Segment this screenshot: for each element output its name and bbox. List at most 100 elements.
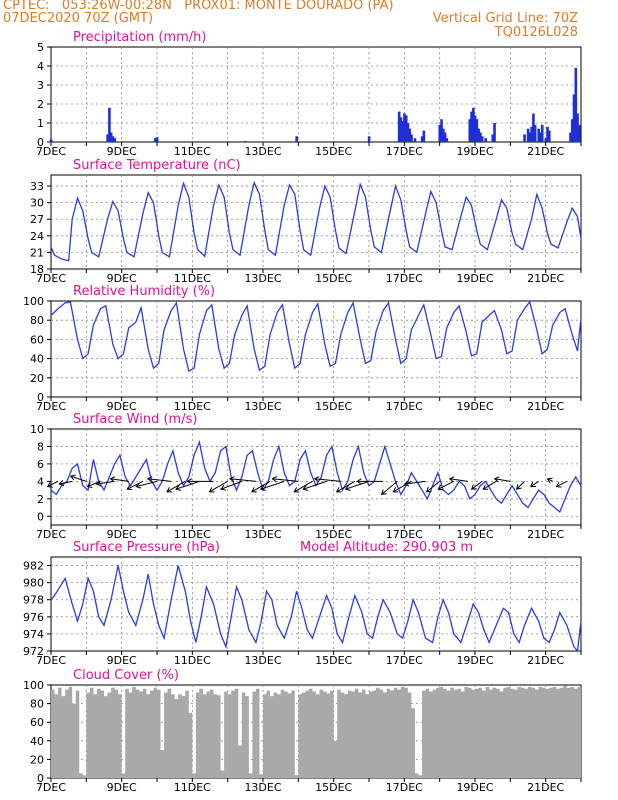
precip-bar (477, 128, 480, 142)
wind-vector-head (69, 474, 76, 481)
y-tick-label: 33 (30, 180, 44, 193)
x-tick-label: 19DEC (456, 781, 493, 794)
wind-vector (530, 480, 539, 487)
wind-vector (209, 480, 228, 493)
precip-bar (442, 128, 445, 142)
wind-vector-head (425, 486, 432, 493)
wind-vector-head (186, 478, 193, 485)
precip-bar (438, 124, 442, 142)
x-tick-label: 9DEC (107, 654, 137, 667)
wind-vector (175, 480, 200, 490)
wind-vector (251, 480, 271, 493)
panel-4 (46, 428, 582, 529)
precip-bar (422, 130, 426, 142)
panel-title: Surface Temperature (nC) (73, 158, 241, 173)
y-tick-label: 6 (37, 458, 44, 471)
precip-bar (440, 119, 443, 142)
x-tick-label: 13DEC (244, 528, 281, 541)
y-tick-label: 0 (37, 510, 44, 523)
wind-vector-head (126, 484, 133, 491)
precip-bar (420, 136, 424, 142)
wind-vector-head (302, 484, 309, 491)
panel-1 (47, 46, 582, 146)
precip-bar (544, 138, 548, 142)
y-tick-label: 0 (37, 391, 44, 404)
precip-bar (574, 67, 578, 142)
header-station: CPTEC: 053:26W-00:28N PROX01: MONTE DOUR… (3, 0, 394, 13)
series-line (50, 439, 582, 513)
precip-bar (532, 113, 535, 142)
x-tick-label: 21DEC (527, 781, 564, 794)
precip-bar (472, 107, 475, 142)
wind-vector (556, 480, 568, 488)
x-tick-label: 21DEC (527, 145, 564, 158)
precip-bar (491, 134, 495, 142)
y-tick-label: 80 (30, 314, 44, 327)
wind-vector (220, 480, 242, 490)
precip-bar (367, 136, 371, 142)
wind-vector-head (493, 476, 500, 483)
precip-bar (572, 94, 576, 142)
panel-title: Cloud Cover (%) (73, 668, 179, 683)
wind-vector (449, 478, 469, 482)
wind-vector-head (259, 484, 266, 491)
x-tick-label: 11DEC (174, 145, 211, 158)
wind-vector (229, 478, 256, 482)
x-tick-label: 21DEC (527, 654, 564, 667)
header-model-id: TQ0126L028 (494, 25, 578, 40)
precip-bar (399, 117, 403, 142)
panel-2 (47, 174, 582, 273)
y-tick-label: 40 (30, 353, 44, 366)
wind-vector (471, 480, 483, 490)
panel-title: Relative Humidity (%) (73, 284, 215, 299)
wind-vector-head (482, 484, 489, 490)
x-tick-label: 11DEC (174, 654, 211, 667)
precip-bar (528, 132, 532, 142)
wind-vector (426, 480, 440, 493)
wind-vector-head (380, 489, 387, 495)
x-tick-label: 17DEC (386, 654, 423, 667)
precip-bar (537, 128, 540, 142)
y-tick-label: 2 (37, 98, 44, 111)
panel-6 (47, 684, 582, 782)
plot-frame (50, 428, 582, 526)
wind-vector (437, 480, 455, 490)
wind-vector (96, 480, 115, 485)
wind-vector-head (293, 487, 300, 493)
wind-vector (482, 480, 497, 490)
x-tick-label: 13DEC (244, 654, 281, 667)
y-tick-label: 24 (30, 230, 44, 243)
y-tick-label: 40 (30, 735, 44, 748)
x-tick-label: 11DEC (174, 272, 211, 285)
x-tick-label: 11DEC (174, 400, 211, 413)
y-tick-label: 982 (23, 560, 44, 573)
wind-vector-head (516, 484, 522, 490)
y-tick-label: 980 (23, 577, 44, 590)
y-tick-label: 2 (37, 493, 44, 506)
cloud-cover-area (51, 685, 581, 778)
x-tick-label: 21DEC (527, 528, 564, 541)
wind-vector-head (166, 487, 173, 493)
wind-vector-head (220, 484, 226, 491)
x-tick-label: 13DEC (244, 272, 281, 285)
wind-vector-head (335, 487, 342, 493)
wind-vector-head (313, 476, 320, 483)
precip-bar (106, 134, 109, 142)
y-tick-label: 100 (23, 679, 44, 692)
precip-bar (295, 136, 298, 142)
y-tick-label: 100 (23, 295, 44, 308)
precip-bar (539, 132, 542, 142)
wind-vector-head (271, 476, 278, 483)
wind-vector (336, 480, 356, 493)
precip-bar (569, 132, 572, 142)
precip-bar (49, 139, 53, 142)
x-tick-label: 17DEC (386, 145, 423, 158)
wind-vector-head (146, 476, 153, 483)
precip-bar (570, 119, 574, 142)
precip-bar (475, 119, 479, 142)
wind-vector (147, 478, 172, 482)
x-tick-label: 15DEC (315, 654, 352, 667)
precip-bar (576, 113, 579, 142)
wind-vector (136, 480, 158, 488)
